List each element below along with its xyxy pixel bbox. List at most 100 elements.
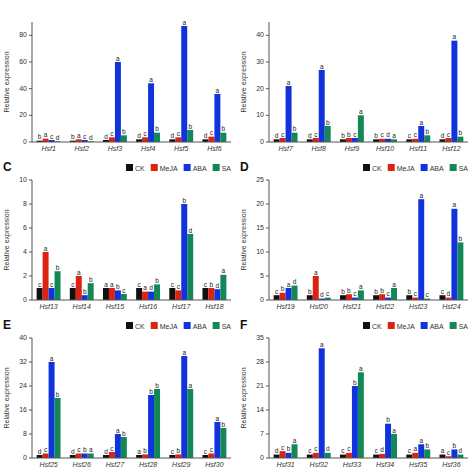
bar <box>280 451 286 458</box>
bar-annotation: a <box>293 437 297 444</box>
y-tick-label: 25 <box>256 176 264 183</box>
y-tick <box>29 276 32 277</box>
bar <box>325 126 331 142</box>
bar <box>220 428 226 458</box>
bar-annotation: b <box>122 128 126 135</box>
y-tick <box>266 386 269 387</box>
x-tick-label: Hsf28 <box>139 461 157 468</box>
bar <box>340 295 346 300</box>
legend-swatch <box>184 322 191 329</box>
bar <box>55 271 61 300</box>
bar <box>286 288 292 300</box>
y-tick <box>29 458 32 459</box>
bar-annotation: a <box>116 427 120 434</box>
y-tick-label: 40 <box>256 31 264 38</box>
bar <box>280 138 286 142</box>
bars <box>37 204 227 300</box>
bar-annotation: c <box>204 448 208 455</box>
bar <box>220 133 226 142</box>
bar <box>121 135 127 142</box>
bar-annotation: c <box>314 131 318 138</box>
x-tick-label: Hsf14 <box>73 303 91 310</box>
x-tick-label: Hsf17 <box>172 303 191 310</box>
bar <box>274 295 280 300</box>
bar-annotation: a <box>413 445 417 452</box>
bar-annotation: a <box>392 281 396 288</box>
bar <box>154 389 160 458</box>
bar-annotation: a <box>441 447 445 454</box>
x-tick-label: Hsf4 <box>141 145 156 152</box>
bar <box>169 288 175 300</box>
bar <box>148 292 154 300</box>
bar-annotation: d <box>137 132 141 139</box>
bar-annotation: b <box>347 131 351 138</box>
bar-annotation: b <box>407 288 411 295</box>
bar <box>175 290 181 300</box>
x-tick-label: Hsf15 <box>106 303 124 310</box>
bar-annotation: b <box>353 379 357 386</box>
bar <box>142 292 148 300</box>
y-tick-label: 60 <box>19 58 27 65</box>
bar <box>379 294 385 300</box>
x-axis-line <box>269 142 468 143</box>
bar <box>406 455 412 458</box>
bar <box>457 242 463 300</box>
bar-annotation: c <box>281 444 285 451</box>
panel: cbbbbcbabbcdadccaadcaacb0510152025Hsf19H… <box>240 160 468 310</box>
y-tick-label: 40 <box>19 334 27 341</box>
legend-entry: MeJA <box>397 323 415 330</box>
y-tick-label: 15 <box>256 224 264 231</box>
bar-annotation: d <box>386 131 390 138</box>
bar-annotation: d <box>326 445 330 452</box>
bar-annotation: b <box>341 132 345 139</box>
bar-annotation: d <box>38 448 42 455</box>
bar-annotation: c <box>38 281 42 288</box>
bar-annotation: d <box>320 291 324 298</box>
x-tick-label: Hsf23 <box>409 303 427 310</box>
y-tick-label: 4 <box>23 248 27 255</box>
bar <box>109 137 115 142</box>
bar <box>82 295 88 300</box>
bar <box>142 454 148 458</box>
bar-annotation: d <box>170 132 174 139</box>
y-tick <box>266 204 269 205</box>
bar-annotation: d <box>71 448 75 455</box>
y-axis-label: Relative expression <box>3 51 11 112</box>
bar-annotation: a <box>453 33 457 40</box>
bar-annotation: a <box>149 76 153 83</box>
bar-annotation: c <box>353 290 357 297</box>
bar <box>142 137 148 142</box>
bar <box>37 288 43 300</box>
bar <box>424 135 430 142</box>
bar-annotation: d <box>447 290 451 297</box>
bar <box>346 138 352 142</box>
bar-annotation: a <box>50 355 54 362</box>
y-tick <box>266 252 269 253</box>
bar <box>352 386 358 458</box>
bar <box>136 288 142 300</box>
bar <box>214 422 220 458</box>
panel-label: F <box>240 318 247 332</box>
bar-annotation: a <box>359 283 363 290</box>
bar <box>280 293 286 300</box>
legend-swatch <box>388 164 395 171</box>
bar-annotation: d <box>275 447 279 454</box>
bar <box>70 288 76 300</box>
y-axis-line <box>269 22 270 142</box>
bar-annotation: b <box>188 123 192 130</box>
bar <box>109 452 115 458</box>
bar-annotation: a <box>287 79 291 86</box>
y-tick-label: 10 <box>256 111 264 118</box>
bar-annotation: b <box>149 388 153 395</box>
bar <box>49 288 55 300</box>
bar-annotation: b <box>341 288 345 295</box>
bar-annotation: c <box>204 281 208 288</box>
bar-annotation: c <box>375 447 379 454</box>
bar <box>154 284 160 300</box>
bar-annotation: c <box>122 287 126 294</box>
y-tick-label: 16 <box>19 406 27 413</box>
bar <box>274 455 280 458</box>
x-axis-line <box>32 142 231 143</box>
y-tick-label: 30 <box>256 58 264 65</box>
bar-annotation: d <box>380 446 384 453</box>
